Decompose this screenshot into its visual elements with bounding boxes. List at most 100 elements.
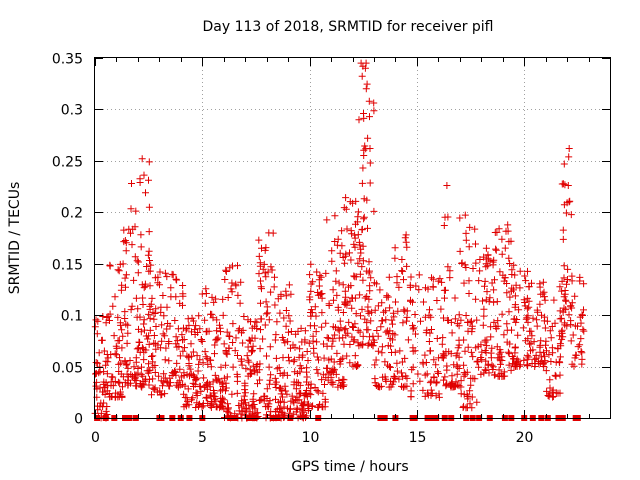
data-point	[558, 328, 566, 336]
data-point	[423, 326, 431, 334]
data-point	[179, 347, 187, 355]
data-point	[342, 325, 350, 333]
data-point	[473, 398, 481, 406]
data-point	[255, 397, 263, 404]
data-point	[331, 331, 339, 339]
data-point	[282, 387, 290, 395]
data-point	[382, 316, 390, 324]
data-point	[241, 382, 249, 390]
data-point	[460, 390, 468, 398]
data-point	[500, 277, 508, 285]
data-point	[395, 375, 403, 383]
y-tick-label: 0.25	[52, 155, 83, 171]
data-point	[134, 365, 142, 372]
data-point	[242, 365, 250, 373]
data-point	[391, 254, 399, 262]
data-point	[455, 341, 463, 349]
data-point	[240, 392, 248, 400]
data-point	[394, 307, 402, 315]
data-point	[309, 278, 317, 286]
data-point	[184, 397, 191, 405]
data-point	[338, 227, 346, 235]
data-point	[171, 317, 179, 324]
data-point	[359, 341, 367, 349]
data-point	[340, 326, 348, 334]
data-point	[493, 298, 501, 306]
x-axis-label: GPS time / hours	[291, 459, 408, 475]
data-point	[473, 316, 481, 324]
data-point	[100, 378, 108, 386]
data-point	[140, 316, 148, 324]
data-point	[263, 352, 270, 360]
data-point	[377, 323, 385, 331]
data-point	[563, 199, 571, 207]
data-point	[96, 384, 104, 392]
data-point	[144, 335, 152, 343]
data-point	[114, 393, 122, 401]
data-point	[500, 331, 508, 339]
data-point	[121, 315, 129, 322]
data-point	[511, 292, 519, 300]
data-point	[156, 281, 163, 289]
data-point	[182, 402, 190, 410]
data-point	[220, 340, 228, 348]
data-point	[314, 388, 322, 396]
data-point	[146, 257, 153, 264]
data-point	[137, 243, 145, 251]
data-point	[515, 306, 523, 314]
data-point	[439, 334, 447, 342]
data-point	[263, 402, 271, 410]
data-point	[238, 361, 246, 369]
data-point	[343, 352, 351, 360]
data-point	[490, 318, 498, 326]
data-point	[196, 325, 204, 333]
data-point	[151, 362, 159, 369]
data-point	[265, 380, 273, 388]
data-point	[140, 320, 148, 328]
data-point	[223, 407, 231, 415]
data-point	[173, 359, 181, 367]
data-point	[192, 404, 200, 411]
data-point	[359, 242, 367, 250]
data-point	[393, 367, 401, 375]
data-point	[447, 318, 455, 326]
data-point	[549, 349, 557, 357]
data-point	[100, 368, 108, 376]
data-point	[145, 176, 152, 184]
data-point	[396, 347, 404, 355]
data-point	[191, 326, 199, 334]
data-point	[427, 386, 435, 394]
data-point	[314, 369, 322, 377]
data-point	[371, 375, 379, 383]
data-point	[495, 225, 503, 233]
data-point	[385, 363, 393, 371]
data-point	[298, 353, 306, 361]
data-point	[123, 339, 131, 347]
data-point	[440, 376, 447, 384]
data-point	[574, 322, 581, 330]
data-point	[552, 372, 560, 380]
data-point	[150, 339, 158, 347]
data-point	[472, 259, 480, 267]
data-point	[114, 378, 122, 386]
data-point	[564, 276, 571, 283]
data-point	[366, 179, 374, 187]
data-point	[466, 318, 474, 326]
data-point	[514, 331, 522, 339]
data-point	[162, 344, 170, 352]
data-point	[461, 211, 469, 219]
grid-lines	[95, 58, 610, 418]
data-point	[161, 356, 169, 364]
data-point	[434, 370, 442, 377]
data-point	[273, 318, 281, 326]
data-point	[503, 289, 511, 297]
data-point	[203, 355, 211, 363]
data-point	[147, 261, 155, 269]
data-point	[576, 277, 584, 285]
data-point	[271, 301, 279, 309]
data-point	[181, 344, 188, 352]
data-point	[504, 348, 512, 356]
y-tick-label: 0.3	[61, 103, 83, 119]
data-point	[544, 392, 552, 399]
data-point	[456, 247, 464, 255]
